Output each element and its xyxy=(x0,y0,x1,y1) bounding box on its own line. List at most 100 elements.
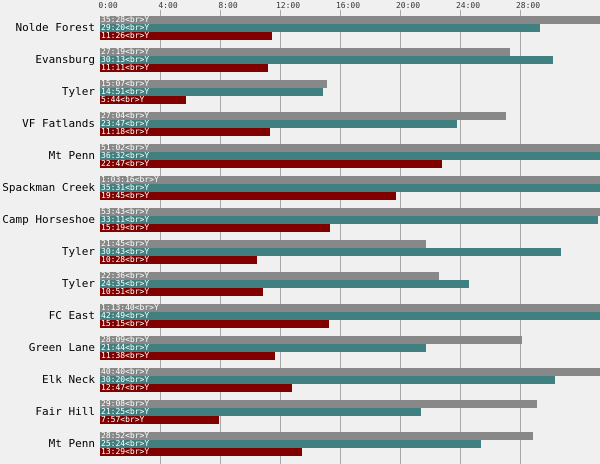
category-label: Fair Hill xyxy=(35,405,95,418)
category-label: Mt Penn xyxy=(48,437,95,450)
bar-series-1 xyxy=(100,144,600,152)
bar-series-2 xyxy=(100,344,426,352)
bar-data-label: 21:44<br>Y xyxy=(101,343,150,352)
bar-series-1 xyxy=(100,368,600,376)
category-label: Evansburg xyxy=(35,53,95,66)
bar-series-1 xyxy=(100,432,533,440)
gridline xyxy=(460,10,461,464)
bar-series-3 xyxy=(100,32,272,40)
bar-series-3 xyxy=(100,320,329,328)
gridline xyxy=(220,10,221,464)
bar-data-label: 21:25<br>Y xyxy=(101,407,150,416)
bar-data-label: 30:43<br>Y xyxy=(101,247,150,256)
bar-series-2 xyxy=(100,312,600,320)
bar-data-label: 13:29<br>Y xyxy=(101,447,150,456)
bar-data-label: 5:44<br>Y xyxy=(101,95,145,104)
bar-data-label: 29:08<br>Y xyxy=(101,399,150,408)
category-label: FC East xyxy=(48,309,95,322)
bar-series-2 xyxy=(100,24,540,32)
category-label: Nolde Forest xyxy=(15,21,95,34)
bar-data-label: 28:52<br>Y xyxy=(101,431,150,440)
bar-data-label: 53:43<br>Y xyxy=(101,207,150,216)
bar-series-1 xyxy=(100,80,327,88)
x-tick-label: 16:00 xyxy=(335,1,361,10)
bar-series-3 xyxy=(100,384,292,392)
bar-data-label: 21:45<br>Y xyxy=(101,239,150,248)
bar-series-2 xyxy=(100,440,481,448)
x-tick-label: 8:00 xyxy=(218,1,238,10)
x-tick-label: 4:00 xyxy=(158,1,178,10)
bar-series-2 xyxy=(100,184,600,192)
bar-series-2 xyxy=(100,408,422,416)
bar-data-label: 25:24<br>Y xyxy=(101,439,150,448)
category-label: Camp Horseshoe xyxy=(2,213,95,226)
bar-series-2 xyxy=(100,376,555,384)
bar-data-label: 11:11<br>Y xyxy=(101,63,150,72)
gridline xyxy=(280,10,281,464)
bar-data-label: 14:51<br>Y xyxy=(101,87,150,96)
bar-series-1 xyxy=(100,112,506,120)
x-tick-label: 0:00 xyxy=(98,1,118,10)
gridline xyxy=(400,10,401,464)
bar-data-label: 51:02<br>Y xyxy=(101,143,150,152)
category-label: Tyler xyxy=(61,85,95,98)
bar-data-label: 23:47<br>Y xyxy=(101,119,150,128)
category-label: VF Fatlands xyxy=(22,117,95,130)
bar-data-label: 15:07<br>Y xyxy=(101,79,150,88)
bar-data-label: 30:13<br>Y xyxy=(101,55,150,64)
bar-data-label: 42:49<br>Y xyxy=(101,311,150,320)
bar-data-label: 24:35<br>Y xyxy=(101,279,150,288)
bar-series-3 xyxy=(100,416,220,424)
bar-series-1 xyxy=(100,240,427,248)
category-label: Tyler xyxy=(61,277,95,290)
bar-series-1 xyxy=(100,336,523,344)
bar-series-1 xyxy=(100,304,600,312)
bar-data-label: 10:51<br>Y xyxy=(101,287,150,296)
bar-data-label: 30:20<br>Y xyxy=(101,375,150,384)
bar-series-1 xyxy=(100,48,510,56)
bar-series-2 xyxy=(100,248,561,256)
bar-data-label: 10:28<br>Y xyxy=(101,255,150,264)
x-tick-label: 28:00 xyxy=(515,1,541,10)
bar-series-1 xyxy=(100,208,600,216)
gridline xyxy=(160,10,161,464)
x-tick-label: 20:00 xyxy=(395,1,421,10)
x-tick-label: 24:00 xyxy=(455,1,481,10)
bar-series-2 xyxy=(100,152,600,160)
bar-data-label: 29:20<br>Y xyxy=(101,23,150,32)
bar-data-label: 22:36<br>Y xyxy=(101,271,150,280)
category-label: Elk Neck xyxy=(42,373,95,386)
bar-data-label: 1:03:16<br>Y xyxy=(101,175,159,184)
bar-series-2 xyxy=(100,56,554,64)
bar-series-3 xyxy=(100,352,275,360)
category-label: Tyler xyxy=(61,245,95,258)
gridline xyxy=(340,10,341,464)
bar-data-label: 11:18<br>Y xyxy=(101,127,150,136)
bar-series-3 xyxy=(100,448,303,456)
bar-data-label: 12:47<br>Y xyxy=(101,383,150,392)
bar-data-label: 11:38<br>Y xyxy=(101,351,150,360)
bar-series-1 xyxy=(100,400,537,408)
bar-data-label: 1:13:40<br>Y xyxy=(101,303,159,312)
bar-data-label: 11:26<br>Y xyxy=(101,31,150,40)
bar-series-2 xyxy=(100,216,598,224)
bar-series-3 xyxy=(100,160,442,168)
bar-data-label: 27:19<br>Y xyxy=(101,47,150,56)
bar-data-label: 27:04<br>Y xyxy=(101,111,150,120)
category-label: Green Lane xyxy=(28,341,95,354)
bar-series-3 xyxy=(100,96,186,104)
bar-series-3 xyxy=(100,128,270,136)
bar-series-3 xyxy=(100,192,397,200)
bar-data-label: 15:15<br>Y xyxy=(101,319,150,328)
category-label: Mt Penn xyxy=(48,149,95,162)
bar-data-label: 15:19<br>Y xyxy=(101,223,150,232)
bar-data-label: 35:31<br>Y xyxy=(101,183,150,192)
bar-series-1 xyxy=(100,16,600,24)
bar-series-3 xyxy=(100,224,330,232)
bar-data-label: 7:57<br>Y xyxy=(101,415,145,424)
gridline xyxy=(520,10,521,464)
bar-data-label: 28:09<br>Y xyxy=(101,335,150,344)
bar-data-label: 19:45<br>Y xyxy=(101,191,150,200)
bar-data-label: 36:32<br>Y xyxy=(101,151,150,160)
